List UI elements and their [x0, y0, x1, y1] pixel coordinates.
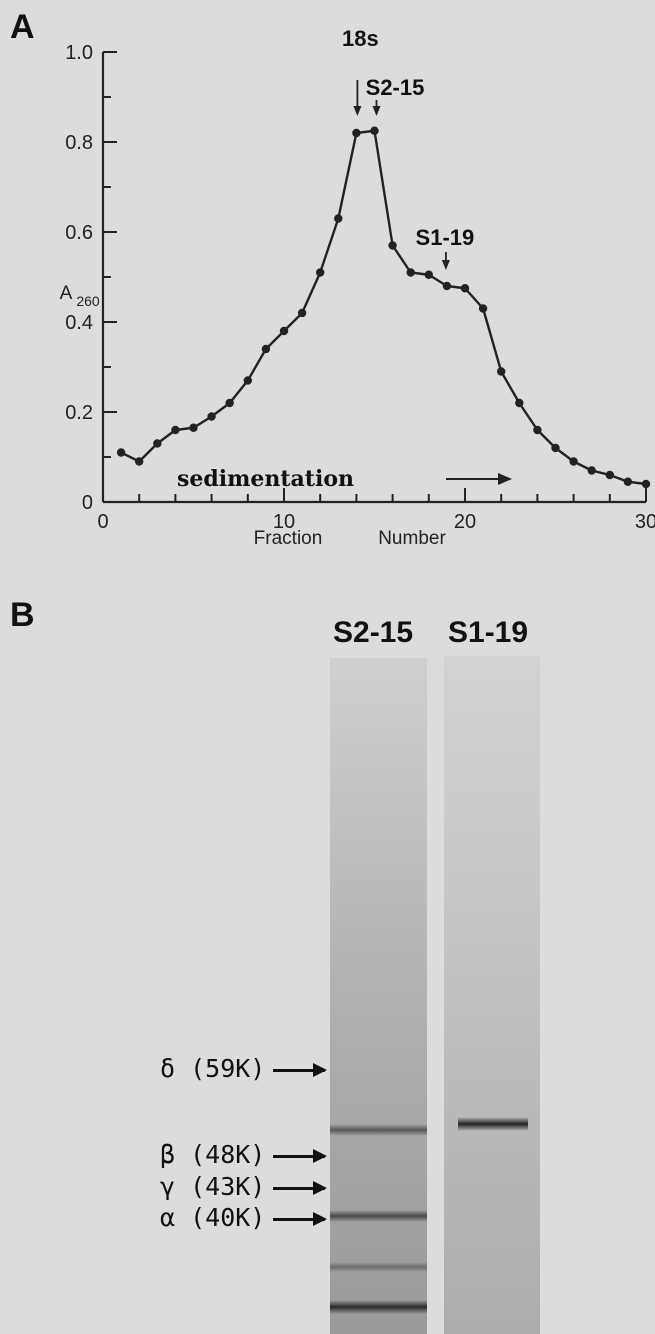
- band-delta-s1-19: [458, 1117, 528, 1131]
- data-point: [388, 241, 397, 250]
- data-point: [316, 268, 325, 277]
- arrow-s1-19-head: [441, 260, 450, 270]
- band-alpha-s2-15: [330, 1300, 427, 1314]
- data-point: [297, 308, 307, 318]
- annotation-18s: 18s: [342, 26, 379, 51]
- band-beta-s2-15: [330, 1210, 427, 1222]
- data-point: [605, 470, 614, 480]
- panel-label-a: A: [10, 8, 35, 46]
- data-point: [515, 398, 524, 408]
- data-point: [171, 425, 180, 435]
- chart-marks: [116, 126, 651, 489]
- data-point: [261, 344, 271, 354]
- marker-label-gamma: γ (43K): [160, 1172, 266, 1201]
- data-point: [334, 214, 343, 223]
- panel-label-b: B: [10, 596, 35, 634]
- sedimentation-arrow-head: [498, 473, 512, 485]
- marker-label-delta: δ (59K): [160, 1054, 266, 1083]
- y-tick-label: 0: [82, 492, 93, 514]
- sedimentation-label: sedimentation: [177, 466, 354, 492]
- arrow-s2-15-head: [372, 106, 381, 116]
- x-tick-label: 0: [97, 511, 108, 533]
- data-point: [189, 423, 198, 432]
- data-point: [641, 479, 651, 489]
- annotation-s2-15: S2-15: [366, 75, 425, 100]
- marker-label-alpha: α (40K): [160, 1203, 266, 1232]
- annotation-s1-19: S1-19: [416, 225, 475, 250]
- y-tick-label: 0.8: [65, 132, 93, 154]
- marker-label-beta: β (48K): [160, 1140, 266, 1169]
- data-point: [153, 439, 162, 448]
- data-point: [442, 281, 452, 291]
- data-point: [569, 457, 578, 466]
- gel-lane-s1-19: [444, 656, 540, 1334]
- lane-label-s1-19: S1-19: [448, 616, 529, 649]
- x-tick-label: 30: [635, 511, 655, 533]
- data-point: [497, 367, 506, 376]
- data-point: [243, 376, 252, 385]
- x-axis-label-number: Number: [378, 528, 446, 549]
- marker-arrow-delta: [273, 1063, 327, 1077]
- band-delta-s2-15: [330, 1124, 427, 1136]
- data-point: [424, 270, 433, 279]
- data-point: [225, 398, 234, 408]
- data-point: [207, 412, 216, 421]
- gel-lane-s2-15: [330, 658, 427, 1334]
- arrow-18s-head: [353, 106, 362, 116]
- marker-arrow-gamma: [273, 1181, 327, 1195]
- data-point: [587, 466, 596, 475]
- data-point: [116, 448, 126, 457]
- data-point: [370, 126, 379, 135]
- y-tick-label: 0.4: [65, 312, 93, 334]
- data-point: [478, 304, 488, 313]
- marker-arrow-beta: [273, 1149, 327, 1163]
- data-point: [406, 268, 415, 277]
- marker-arrow-alpha: [273, 1212, 327, 1226]
- sedimentation-profile-chart: 0 0.2 0.4 0.6 0.8 1.0 0 10 20 30 Fraction Number A 26…: [60, 26, 655, 549]
- data-point: [352, 128, 361, 138]
- data-point: [551, 443, 560, 453]
- y-axis-label-subscript: 260: [76, 293, 100, 309]
- lane-label-s2-15: S2-15: [333, 616, 414, 649]
- y-axis-label: A: [60, 283, 73, 304]
- chart-annotations: 18s S2-15 S1-19 sedimentation: [177, 26, 512, 492]
- y-tick-label: 1.0: [65, 42, 93, 64]
- series-line: [120, 129, 647, 486]
- gel-panel: B S2-15 S1-19 δ (59K) β (48K) γ (43K) α …: [0, 596, 655, 1334]
- x-tick-label: 20: [454, 511, 476, 533]
- data-point: [460, 284, 470, 293]
- data-point: [279, 326, 289, 336]
- data-point: [623, 477, 633, 486]
- chart-axes: 0 0.2 0.4 0.6 0.8 1.0 0 10 20 30 Fraction Number A 26…: [60, 42, 655, 549]
- data-point: [135, 457, 144, 466]
- band-gamma-s2-15: [330, 1262, 427, 1272]
- x-axis-label-fraction: Fraction: [254, 528, 323, 549]
- y-tick-label: 0.6: [65, 222, 93, 244]
- data-point: [533, 425, 542, 435]
- x-tick-label: 10: [273, 511, 295, 533]
- y-tick-label: 0.2: [65, 402, 93, 424]
